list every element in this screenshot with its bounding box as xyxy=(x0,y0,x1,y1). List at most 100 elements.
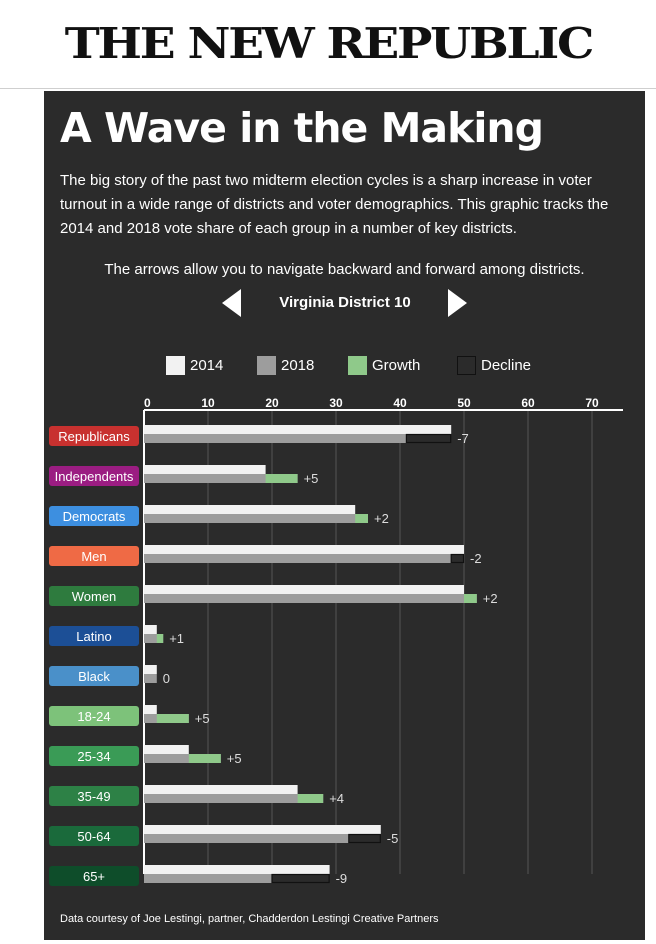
change-label: -9 xyxy=(336,871,348,886)
change-label: -2 xyxy=(470,551,482,566)
category-label-pill xyxy=(49,826,139,846)
bar-2014 xyxy=(144,865,330,874)
decline-segment xyxy=(405,433,452,444)
next-district-arrow-icon[interactable] xyxy=(448,289,467,317)
legend-item-2018: 2018 xyxy=(257,354,314,376)
legend-swatch-2018 xyxy=(257,355,276,375)
change-label: +2 xyxy=(374,511,389,526)
category-label-pill xyxy=(49,746,139,766)
growth-segment xyxy=(156,714,189,723)
change-label: +2 xyxy=(483,591,498,606)
legend-swatch-decline xyxy=(457,355,476,375)
category-label: Democrats xyxy=(63,509,126,524)
bar-2018 xyxy=(144,674,157,683)
growth-segment xyxy=(188,754,221,763)
bar-2014 xyxy=(144,705,157,714)
chart-legend: 2014 2018 Growth Decline xyxy=(0,354,656,376)
category-label: 35-49 xyxy=(77,789,110,804)
instructions-text: The arrows allow you to navigate backwar… xyxy=(104,261,585,278)
bar-2018 xyxy=(144,794,324,803)
graphic-title: A Wave in the Making xyxy=(60,104,544,152)
bar-2018 xyxy=(144,434,407,443)
previous-district-arrow-icon[interactable] xyxy=(222,289,241,317)
category-label-pill xyxy=(49,786,139,806)
change-label: +5 xyxy=(195,711,210,726)
district-name: Virginia District 10 xyxy=(279,294,411,311)
bar-2018 xyxy=(144,834,349,843)
category-label: 65+ xyxy=(83,869,105,884)
bar-2014 xyxy=(144,745,189,754)
category-label-pill xyxy=(49,666,139,686)
legend-swatch-2014 xyxy=(166,355,185,375)
bar-2018 xyxy=(144,554,452,563)
x-tick-label: 60 xyxy=(521,396,535,410)
decline-segment xyxy=(450,553,465,564)
category-label: Women xyxy=(72,589,117,604)
category-label-pill xyxy=(49,426,139,446)
x-tick-label: 40 xyxy=(393,396,407,410)
change-label: -5 xyxy=(387,831,399,846)
category-label: Latino xyxy=(76,629,111,644)
change-label: 0 xyxy=(163,671,170,686)
bar-2014 xyxy=(144,785,298,794)
masthead-logo[interactable]: THE NEW REPUBLIC xyxy=(64,18,594,68)
growth-segment xyxy=(265,474,298,483)
legend-swatch-growth xyxy=(348,355,367,375)
category-label: 18-24 xyxy=(77,709,110,724)
category-label: Independents xyxy=(55,469,134,484)
intro-text: The big story of the past two midterm el… xyxy=(60,172,609,237)
legend-item-decline: Decline xyxy=(457,354,531,376)
decline-segment xyxy=(271,873,330,884)
legend-label-2018: 2018 xyxy=(281,356,315,374)
legend-item-2014: 2014 xyxy=(166,354,223,376)
change-label: +1 xyxy=(169,631,184,646)
x-tick-label: 0 xyxy=(144,396,151,410)
category-label: Republicans xyxy=(58,429,130,444)
change-label: +5 xyxy=(227,751,242,766)
change-label: -7 xyxy=(457,431,469,446)
x-tick-label: 20 xyxy=(265,396,279,410)
x-tick-label: 70 xyxy=(585,396,599,410)
category-label-pill xyxy=(49,506,139,526)
bar-2014 xyxy=(144,825,381,834)
category-label-pill xyxy=(49,626,139,646)
category-label: 50-64 xyxy=(77,829,110,844)
masthead-divider xyxy=(0,88,656,89)
legend-item-growth: Growth xyxy=(348,354,420,376)
bar-2018 xyxy=(144,754,221,763)
category-label: 25-34 xyxy=(77,749,110,764)
category-label-pill xyxy=(49,546,139,566)
change-label: +4 xyxy=(329,791,344,806)
bar-2014 xyxy=(144,465,266,474)
masthead[interactable]: THE NEW REPUBLIC xyxy=(0,0,656,88)
bar-2018 xyxy=(144,634,164,643)
bar-2018 xyxy=(144,874,272,883)
category-label: Men xyxy=(81,549,106,564)
x-tick-label: 30 xyxy=(329,396,343,410)
growth-segment xyxy=(156,634,164,643)
decline-segment xyxy=(348,833,381,844)
category-label-pill xyxy=(49,706,139,726)
bar-2018 xyxy=(144,514,368,523)
x-tick-label: 50 xyxy=(457,396,471,410)
bar-2014 xyxy=(144,585,464,594)
growth-segment xyxy=(464,594,477,603)
legend-label-decline: Decline xyxy=(481,356,532,374)
bar-2014 xyxy=(144,665,157,674)
category-label: Black xyxy=(78,669,110,684)
growth-segment xyxy=(355,514,368,523)
bar-2014 xyxy=(144,625,157,634)
bar-2014 xyxy=(144,545,464,554)
growth-segment xyxy=(297,794,324,803)
change-label: +5 xyxy=(304,471,319,486)
legend-label-2014: 2014 xyxy=(190,356,224,374)
bar-2014 xyxy=(144,505,356,514)
legend-label-growth: Growth xyxy=(372,356,421,374)
category-label-pill xyxy=(49,466,139,486)
bar-2018 xyxy=(144,474,298,483)
category-label-pill xyxy=(49,866,139,886)
bar-2018 xyxy=(144,594,477,603)
data-source-footnote: Data courtesy of Joe Lestingi, partner, … xyxy=(60,913,439,925)
category-label-pill xyxy=(49,586,139,606)
